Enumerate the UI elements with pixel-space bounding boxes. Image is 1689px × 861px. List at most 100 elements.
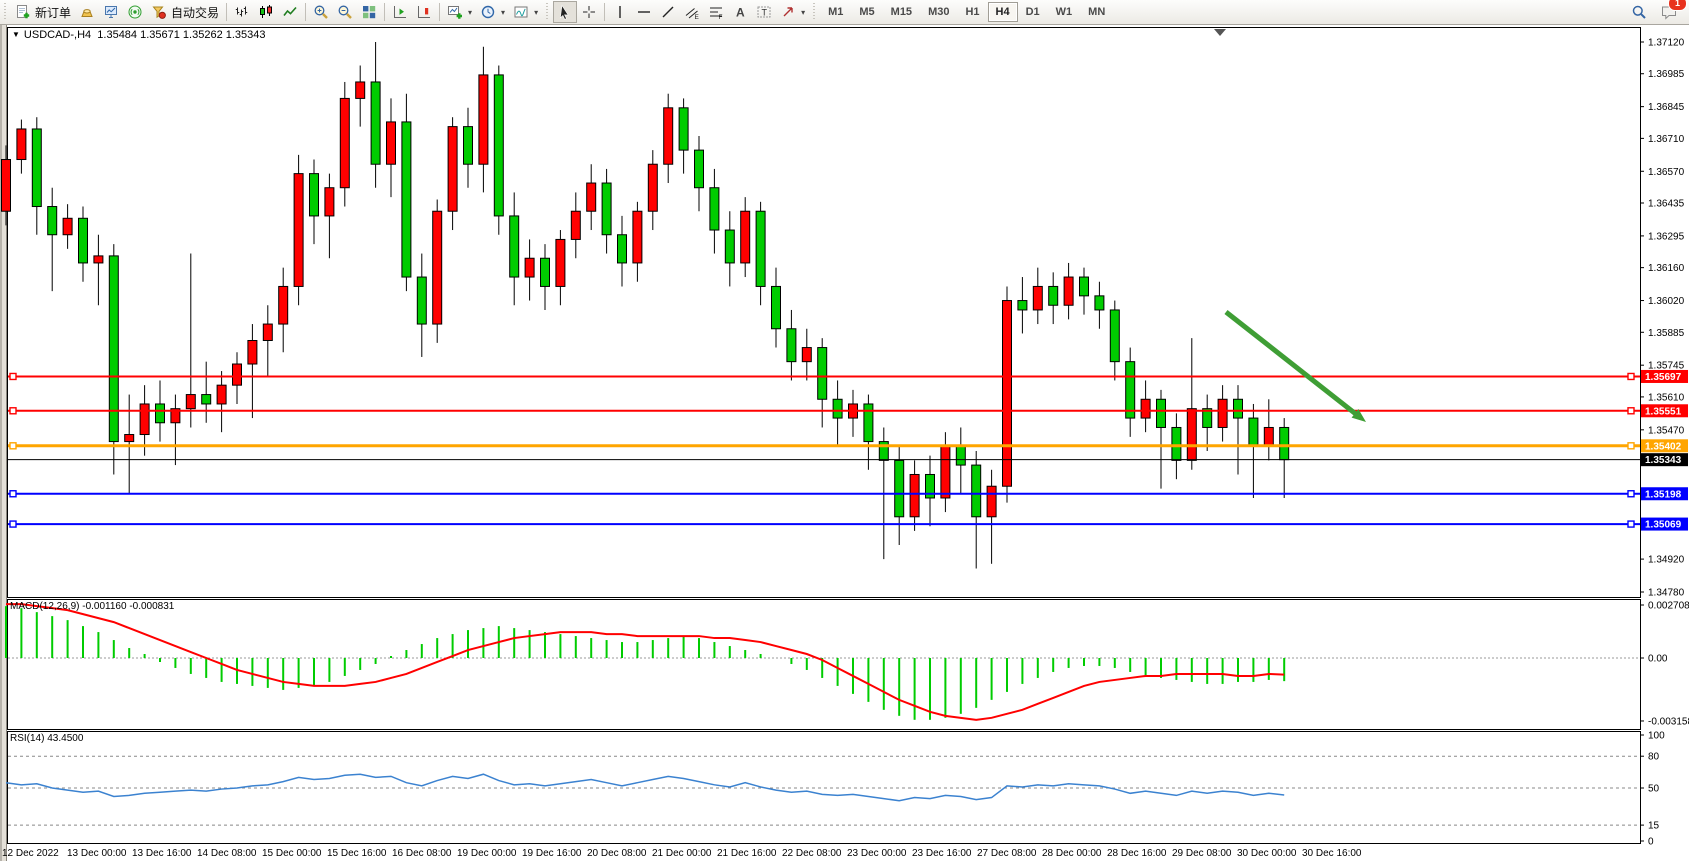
timeframe-m15-button[interactable]: M15 bbox=[883, 2, 920, 22]
search-icon bbox=[1631, 4, 1647, 20]
market-button[interactable] bbox=[75, 1, 99, 23]
cursor-button[interactable] bbox=[553, 1, 578, 23]
bars-icon bbox=[234, 4, 250, 20]
timeframe-h4-button[interactable]: H4 bbox=[987, 2, 1018, 22]
timeframe-mn-button[interactable]: MN bbox=[1080, 2, 1113, 22]
hline-1.35198[interactable] bbox=[8, 490, 1640, 498]
new-chart-button[interactable]: ▾ bbox=[443, 1, 476, 23]
svg-text:1.35069: 1.35069 bbox=[1645, 520, 1682, 531]
svg-text:13 Dec 00:00: 13 Dec 00:00 bbox=[67, 848, 127, 859]
signals-button[interactable] bbox=[123, 1, 147, 23]
notification-badge: 1 bbox=[1668, 0, 1687, 11]
publish-chart-button[interactable] bbox=[99, 1, 123, 23]
fibonacci-button[interactable]: F bbox=[704, 1, 728, 23]
svg-text:19 Dec 00:00: 19 Dec 00:00 bbox=[457, 848, 517, 859]
fibo-icon: F bbox=[708, 4, 724, 20]
new-order-button-label: 新订单 bbox=[35, 5, 72, 20]
zoom-out-button[interactable] bbox=[333, 1, 357, 23]
zoomout-icon bbox=[337, 4, 353, 20]
rsi-panel: 100 80 50 15 0 bbox=[5, 731, 1665, 848]
svg-text:0.00: 0.00 bbox=[1648, 654, 1668, 665]
chevron-down-icon: ▾ bbox=[801, 7, 806, 17]
candlestick-chart-button[interactable] bbox=[254, 1, 278, 23]
zoom-in-button[interactable] bbox=[309, 1, 333, 23]
template-icon bbox=[513, 4, 529, 20]
search-button[interactable] bbox=[1627, 1, 1651, 23]
trendline-button[interactable] bbox=[656, 1, 680, 23]
crosshair-button[interactable] bbox=[577, 1, 601, 23]
svg-text:23 Dec 00:00: 23 Dec 00:00 bbox=[847, 848, 907, 859]
svg-text:1.37120: 1.37120 bbox=[1648, 38, 1685, 49]
macd-values: -0.001160 -0.000831 bbox=[82, 601, 175, 612]
svg-text:1.35610: 1.35610 bbox=[1648, 392, 1685, 403]
timeframe-m1-button[interactable]: M1 bbox=[820, 2, 851, 22]
timeframe-d1-button[interactable]: D1 bbox=[1018, 2, 1048, 22]
auto-trading-button[interactable]: 自动交易 bbox=[147, 1, 223, 23]
periods-button[interactable]: ▾ bbox=[476, 1, 509, 23]
chart-shift-marker[interactable] bbox=[1214, 29, 1226, 36]
labelT-icon: T bbox=[756, 4, 772, 20]
svg-text:100: 100 bbox=[1648, 731, 1665, 742]
templates-button[interactable]: ▾ bbox=[509, 1, 542, 23]
svg-text:1.36435: 1.36435 bbox=[1648, 199, 1685, 210]
timeframe-w1-button[interactable]: W1 bbox=[1048, 2, 1081, 22]
tile-icon bbox=[361, 4, 377, 20]
hline-1.35551[interactable] bbox=[8, 407, 1640, 415]
hline-1.35069[interactable] bbox=[8, 520, 1640, 528]
chart-title: ▼ USDCAD-,H4 1.35484 1.35671 1.35262 1.35… bbox=[12, 29, 266, 41]
svg-text:15: 15 bbox=[1648, 821, 1660, 832]
auto-trading-button-label: 自动交易 bbox=[171, 5, 220, 20]
tile-windows-button[interactable] bbox=[357, 1, 381, 23]
chevron-down-icon: ▾ bbox=[468, 7, 473, 17]
svg-text:1.36710: 1.36710 bbox=[1648, 134, 1685, 145]
symbol-menu-caret[interactable]: ▼ bbox=[12, 30, 20, 39]
svg-text:30 Dec 00:00: 30 Dec 00:00 bbox=[1237, 848, 1297, 859]
timeframe-m5-button[interactable]: M5 bbox=[851, 2, 882, 22]
svg-text:30 Dec 16:00: 30 Dec 16:00 bbox=[1302, 848, 1362, 859]
svg-text:1.35402: 1.35402 bbox=[1645, 441, 1682, 452]
equidistant-channel-button[interactable]: E bbox=[680, 1, 704, 23]
svg-text:1.36160: 1.36160 bbox=[1648, 263, 1685, 274]
clock-icon bbox=[480, 4, 496, 20]
svg-text:-0.003158: -0.003158 bbox=[1648, 716, 1689, 727]
hline-1.35402[interactable] bbox=[8, 442, 1640, 450]
rsi-value: 43.4500 bbox=[47, 733, 84, 744]
svg-text:19 Dec 16:00: 19 Dec 16:00 bbox=[522, 848, 582, 859]
bar-chart-button[interactable] bbox=[230, 1, 254, 23]
svg-text:50: 50 bbox=[1648, 784, 1660, 795]
chart-shift-button[interactable] bbox=[412, 1, 436, 23]
horizontal-line-button[interactable] bbox=[632, 1, 656, 23]
vline-icon bbox=[612, 4, 628, 20]
svg-text:13 Dec 16:00: 13 Dec 16:00 bbox=[132, 848, 192, 859]
linechart-icon bbox=[282, 4, 298, 20]
auto-scroll-button[interactable] bbox=[388, 1, 412, 23]
line-chart-button[interactable] bbox=[278, 1, 302, 23]
svg-text:0.002708: 0.002708 bbox=[1648, 601, 1689, 612]
text-button[interactable]: A bbox=[728, 1, 752, 23]
timeframe-h1-button[interactable]: H1 bbox=[957, 2, 987, 22]
autotrade-icon bbox=[151, 4, 167, 20]
svg-text:A: A bbox=[736, 6, 745, 20]
svg-text:1.35470: 1.35470 bbox=[1648, 425, 1685, 436]
svg-text:16 Dec 08:00: 16 Dec 08:00 bbox=[392, 848, 452, 859]
chart-symbol-period: USDCAD-,H4 bbox=[23, 29, 92, 41]
svg-text:E: E bbox=[695, 14, 700, 20]
vertical-line-button[interactable] bbox=[608, 1, 632, 23]
arrows-button[interactable]: ▾ bbox=[776, 1, 809, 23]
svg-text:14 Dec 08:00: 14 Dec 08:00 bbox=[197, 848, 257, 859]
new-order-button[interactable]: 新订单 bbox=[11, 1, 75, 23]
svg-text:20 Dec 08:00: 20 Dec 08:00 bbox=[587, 848, 647, 859]
text-label-button[interactable]: T bbox=[752, 1, 776, 23]
svg-text:23 Dec 16:00: 23 Dec 16:00 bbox=[912, 848, 972, 859]
macd-name: MACD(12,26,9) bbox=[10, 601, 80, 612]
chevron-down-icon: ▾ bbox=[501, 7, 506, 17]
hline-1.35697[interactable] bbox=[8, 372, 1640, 381]
rsi-indicator-label: RSI(14) 43.4500 bbox=[10, 733, 83, 744]
autoscroll-icon bbox=[392, 4, 408, 20]
timeframe-m30-button[interactable]: M30 bbox=[920, 2, 957, 22]
svg-text:1.36570: 1.36570 bbox=[1648, 167, 1685, 178]
svg-text:1.34920: 1.34920 bbox=[1648, 555, 1685, 566]
ingot-icon bbox=[79, 4, 95, 20]
trend-arrow[interactable] bbox=[1224, 310, 1366, 422]
